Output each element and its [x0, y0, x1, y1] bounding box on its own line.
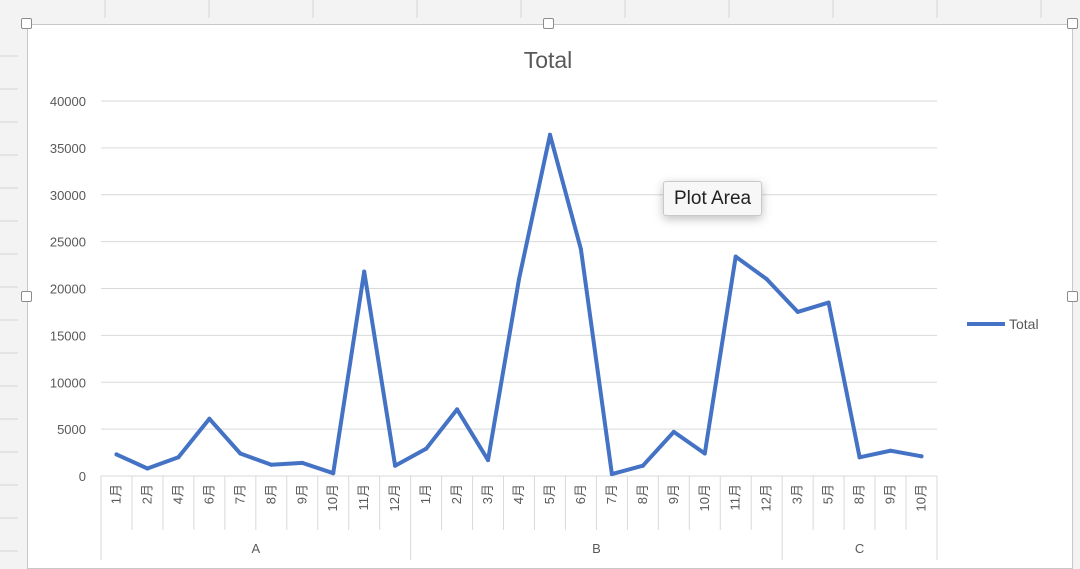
data-point[interactable] — [888, 448, 893, 453]
data-point[interactable] — [702, 451, 707, 456]
data-point[interactable] — [424, 446, 429, 451]
data-point[interactable] — [362, 269, 367, 274]
resize-handle-top-middle[interactable] — [543, 18, 554, 29]
data-point[interactable] — [764, 277, 769, 282]
series-line-total[interactable] — [114, 132, 924, 477]
data-point[interactable] — [393, 463, 398, 468]
x-tick-label: 6月 — [201, 484, 216, 504]
data-point[interactable] — [826, 300, 831, 305]
x-tick-label: 4月 — [511, 484, 526, 504]
x-tick-label: 5月 — [821, 484, 836, 504]
data-point[interactable] — [919, 454, 924, 459]
data-point[interactable] — [207, 416, 212, 421]
x-tick-label: 3月 — [480, 484, 495, 504]
data-point[interactable] — [486, 458, 490, 463]
y-tick-label: 30000 — [50, 188, 86, 203]
x-tick-label: 2月 — [139, 484, 154, 504]
legend-label-total: Total — [1009, 316, 1039, 332]
data-point[interactable] — [145, 466, 150, 471]
x-tick-label: 4月 — [170, 484, 185, 504]
x-tick-label: 12月 — [759, 484, 774, 511]
data-point[interactable] — [517, 277, 521, 282]
data-point[interactable] — [548, 132, 552, 137]
resize-handle-middle-left[interactable] — [21, 291, 32, 302]
group-label: A — [251, 541, 260, 556]
x-tick-label: 7月 — [232, 484, 247, 504]
x-tick-label: 9月 — [883, 484, 898, 504]
x-tick-label: 10月 — [697, 484, 712, 511]
y-tick-label: 20000 — [50, 282, 86, 297]
chart-area[interactable] — [27, 24, 1073, 569]
x-tick-label: 11月 — [728, 484, 743, 511]
data-point[interactable] — [114, 452, 119, 457]
x-tick-label: 7月 — [604, 484, 619, 504]
chart-title: Total — [524, 47, 573, 73]
data-point[interactable] — [300, 460, 305, 465]
y-tick-label: 40000 — [50, 94, 86, 109]
x-tick-label: 5月 — [542, 484, 557, 504]
x-tick-label: 3月 — [790, 484, 805, 504]
x-tick-label: 10月 — [914, 484, 929, 511]
y-tick-label: 35000 — [50, 141, 86, 156]
data-point[interactable] — [176, 455, 181, 460]
y-tick-label: 0 — [79, 469, 86, 484]
group-label: C — [855, 541, 864, 556]
data-point[interactable] — [733, 254, 738, 259]
x-tick-label: 10月 — [325, 484, 340, 511]
data-point[interactable] — [671, 429, 676, 434]
y-tick-label: 10000 — [50, 375, 86, 390]
resize-handle-top-right[interactable] — [1067, 18, 1078, 29]
y-tick-label: 15000 — [50, 328, 86, 343]
x-tick-label: 9月 — [666, 484, 681, 504]
x-tick-label: 9月 — [294, 484, 309, 504]
y-tick-label: 5000 — [57, 422, 86, 437]
legend: Total — [967, 316, 1039, 332]
x-tick-label: 8月 — [263, 484, 278, 504]
data-point[interactable] — [795, 309, 800, 314]
resize-handle-top-left[interactable] — [21, 18, 32, 29]
category-axis: 1月 2月 4月 6月 7月 8月 9月 10月 11月 12月 1月 2月 3月 4月 5月 6月 7月 8月 9… — [100, 475, 938, 560]
x-tick-label: 8月 — [635, 484, 650, 504]
group-label: B — [592, 541, 601, 556]
data-point[interactable] — [269, 462, 274, 467]
data-point[interactable] — [455, 407, 460, 412]
x-tick-label: 2月 — [449, 484, 464, 504]
x-tick-label: 8月 — [852, 484, 867, 504]
data-point[interactable] — [609, 472, 614, 477]
y-tick-label: 25000 — [50, 235, 86, 250]
resize-handle-middle-right[interactable] — [1067, 291, 1078, 302]
value-axis: 0 5000 10000 15000 20000 25000 30000 35000 40000 — [50, 94, 86, 484]
x-tick-label: 1月 — [108, 484, 123, 504]
data-point[interactable] — [238, 451, 243, 456]
x-tick-label: 6月 — [573, 484, 588, 504]
data-point[interactable] — [640, 463, 645, 468]
x-tick-label: 12月 — [387, 484, 402, 511]
plot-area[interactable] — [114, 132, 924, 477]
x-tick-label: 1月 — [418, 484, 433, 504]
data-point[interactable] — [857, 455, 862, 460]
x-tick-label: 11月 — [356, 484, 371, 511]
data-point[interactable] — [331, 471, 336, 476]
plot-area-tooltip: Plot Area — [663, 181, 763, 216]
data-point[interactable] — [578, 247, 583, 252]
